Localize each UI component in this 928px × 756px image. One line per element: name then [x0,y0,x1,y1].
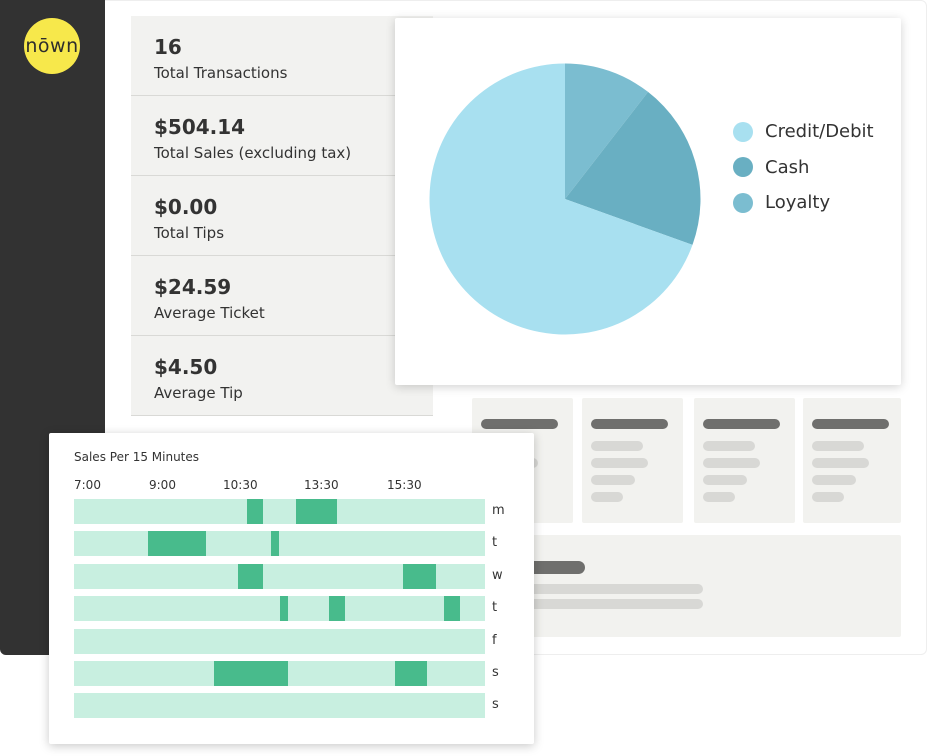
stat-value: $4.50 [154,355,218,379]
time-label: 15:30 [387,478,422,492]
placeholder-line [492,599,703,609]
stat-value: $504.14 [154,115,246,139]
placeholder-title [703,419,780,429]
stat-average-tip: $4.50 Average Tip [131,336,433,416]
stat-value: 16 [154,35,182,59]
placeholder-card [582,398,683,523]
placeholder-line [812,441,864,451]
pie-legend: Credit/Debit Cash Loyalty [733,114,874,221]
stat-total-sales: $504.14 Total Sales (excluding tax) [131,96,433,176]
heatmap-row [74,563,485,589]
heatmap-row [74,596,485,622]
placeholder-line [812,492,844,502]
stat-label: Average Ticket [154,304,265,322]
time-label: 10:30 [223,478,258,492]
stat-value: $0.00 [154,195,218,219]
heatmap-day-label: w [492,567,503,583]
sales-heatmap-card: Sales Per 15 Minutes 7:00 9:00 10:30 13:… [49,433,534,744]
heatmap-busy-block[interactable] [443,596,461,622]
placeholder-line [703,475,747,485]
heatmap-row [74,661,485,686]
legend-item-cash: Cash [733,150,874,186]
legend-swatch [733,192,753,213]
placeholder-card [803,398,901,523]
heatmap-busy-block[interactable] [295,499,338,524]
heatmap-title: Sales Per 15 Minutes [74,450,200,464]
placeholder-title [591,419,668,429]
stats-panel: 16 Total Transactions $504.14 Total Sale… [131,16,433,416]
heatmap-day-label: t [492,600,498,616]
placeholder-line [492,584,703,594]
placeholder-title [812,419,889,429]
time-label: 9:00 [149,478,176,492]
stat-value: $24.59 [154,275,232,299]
time-label: 13:30 [304,478,339,492]
heatmap-busy-block[interactable] [246,499,264,524]
stat-average-ticket: $24.59 Average Ticket [131,256,433,336]
heatmap-day-label: s [492,697,499,713]
legend-label: Cash [765,156,810,178]
heatmap-busy-block[interactable] [238,563,264,589]
heatmap-row [74,531,485,557]
payment-type-card: Credit/Debit Cash Loyalty [395,18,901,385]
placeholder-line [703,492,735,502]
legend-item-credit-debit: Credit/Debit [733,114,874,150]
time-label: 7:00 [74,478,101,492]
placeholder-line [591,492,623,502]
legend-label: Loyalty [765,192,831,214]
heatmap-day-label: m [492,503,505,518]
stat-total-tips: $0.00 Total Tips [131,176,433,256]
placeholder-line [703,458,760,468]
heatmap-row [74,628,485,654]
pie-slice-credit-debit[interactable] [429,63,693,335]
heatmap-day-label: f [492,632,497,648]
pie-slice-cash[interactable] [565,91,701,245]
heatmap-day-label: t [492,535,498,551]
heatmap-row [74,693,485,719]
heatmap-busy-block[interactable] [271,531,280,557]
legend-label: Credit/Debit [765,121,874,143]
stat-total-transactions: 16 Total Transactions [131,16,433,96]
heatmap-busy-block[interactable] [328,596,346,622]
pie-slice-loyalty[interactable] [565,63,649,200]
placeholder-panel [472,535,901,637]
placeholder-line [591,458,648,468]
heatmap-busy-block[interactable] [394,661,428,686]
legend-item-loyalty: Loyalty [733,185,874,221]
stat-label: Average Tip [154,384,243,402]
placeholder-title [481,419,558,429]
placeholder-line [812,458,869,468]
heatmap-busy-block[interactable] [402,563,436,589]
heatmap-busy-block[interactable] [147,531,206,557]
stat-label: Total Tips [154,224,225,242]
placeholder-card [694,398,795,523]
placeholder-line [812,475,856,485]
heatmap-row [74,499,485,524]
heatmap-busy-block[interactable] [213,661,288,686]
heatmap-busy-block[interactable] [279,596,288,622]
legend-swatch [733,121,753,142]
placeholder-line [591,475,635,485]
nown-logo[interactable]: nōwn [24,18,80,74]
placeholder-line [703,441,755,451]
stat-label: Total Transactions [154,64,288,82]
stat-label: Total Sales (excluding tax) [154,144,352,162]
payment-pie-chart [429,63,701,335]
heatmap-day-label: s [492,665,499,680]
placeholder-line [591,441,643,451]
legend-swatch [733,157,753,178]
